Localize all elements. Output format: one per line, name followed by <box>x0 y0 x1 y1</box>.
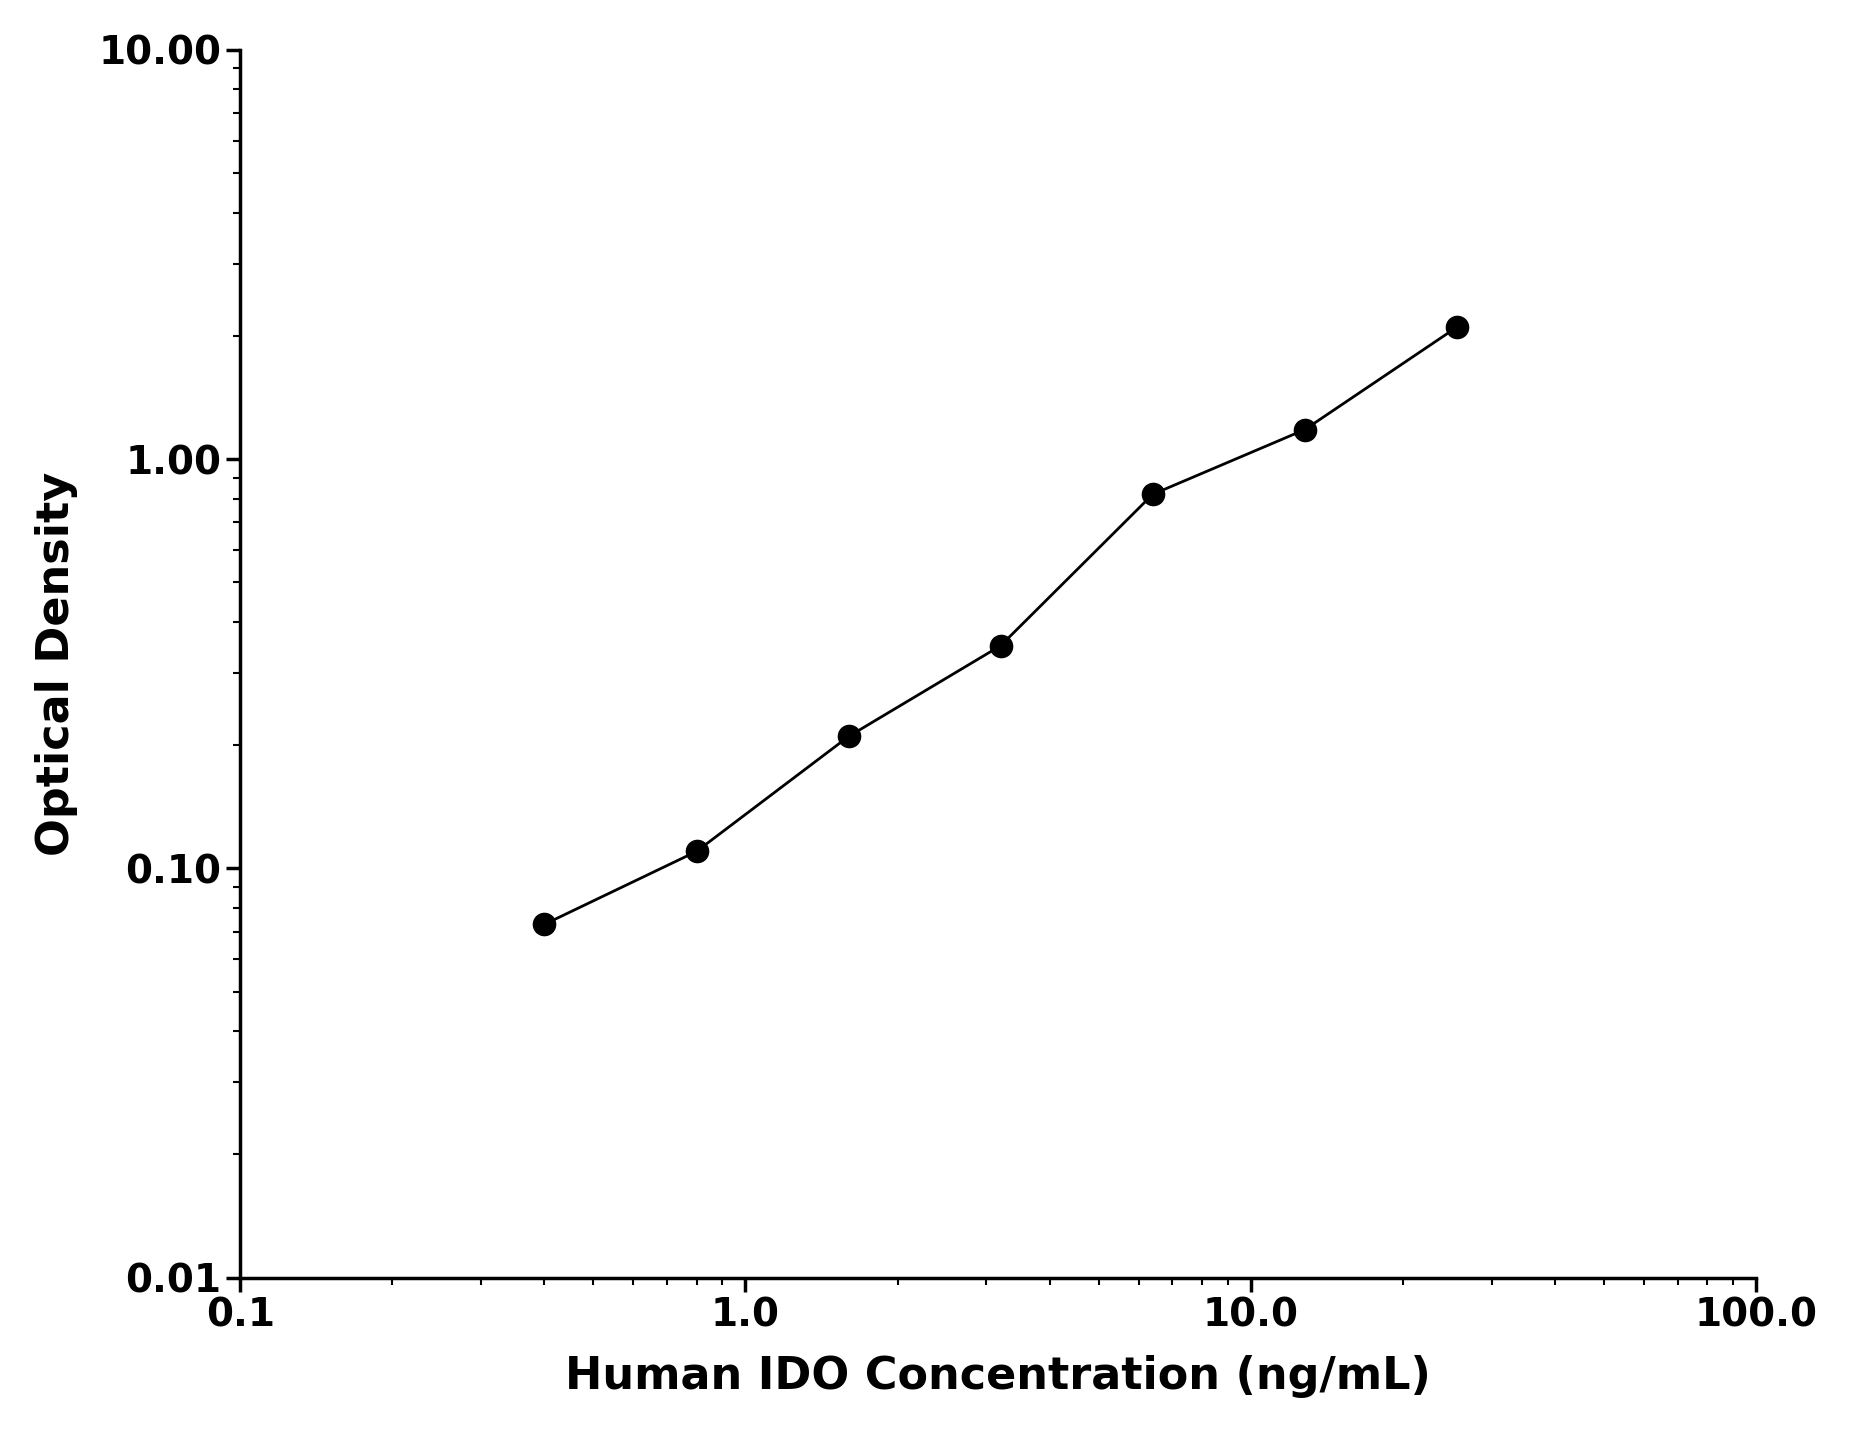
X-axis label: Human IDO Concentration (ng/mL): Human IDO Concentration (ng/mL) <box>565 1356 1432 1399</box>
Y-axis label: Optical Density: Optical Density <box>35 471 78 856</box>
